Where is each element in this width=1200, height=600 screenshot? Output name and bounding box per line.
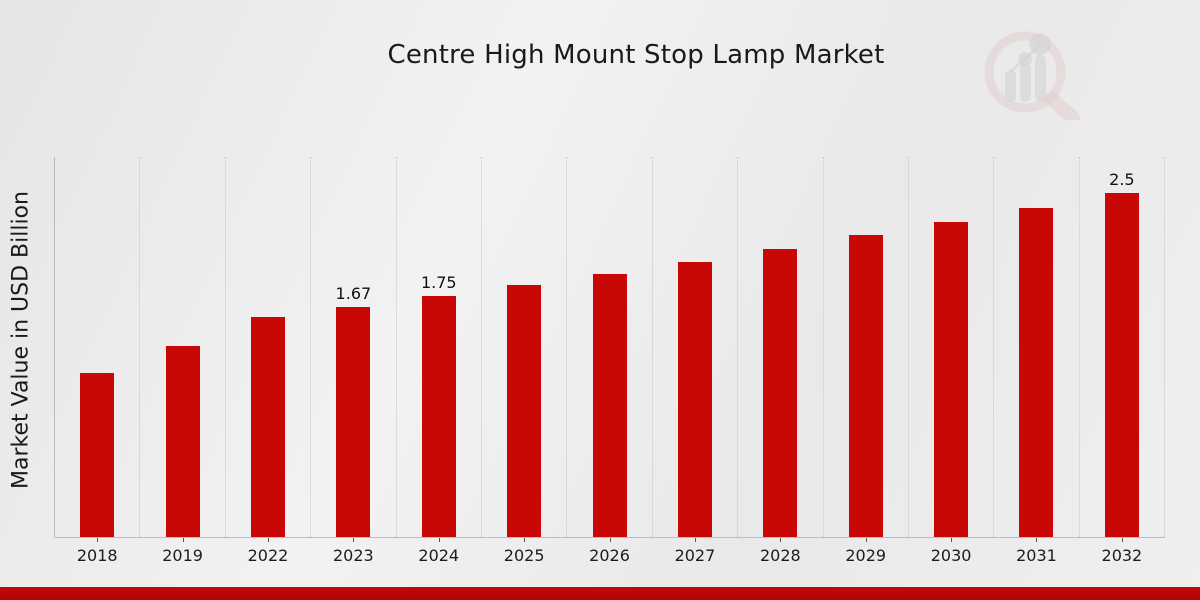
magnifier-handle bbox=[1045, 92, 1080, 120]
x-tick-mark-2026 bbox=[609, 538, 611, 542]
bar-2027 bbox=[677, 261, 712, 537]
x-tick-mark-2031 bbox=[1036, 538, 1038, 542]
x-tick-mark-2027 bbox=[694, 538, 696, 542]
x-tick-mark-2023 bbox=[353, 538, 355, 542]
bar-value-label-2024: 1.75 bbox=[420, 273, 457, 293]
bar-2024: 1.75 bbox=[421, 273, 457, 537]
bar-2022 bbox=[250, 316, 285, 537]
x-tick-label-2029: 2029 bbox=[845, 546, 887, 565]
x-tick-mark-2022 bbox=[267, 538, 269, 542]
category-cell-2018: 2018 bbox=[55, 157, 141, 565]
watermark-dot-small bbox=[1018, 52, 1032, 66]
bar-2025 bbox=[507, 285, 542, 537]
x-tick-label-2030: 2030 bbox=[930, 546, 972, 565]
bar-2030 bbox=[934, 221, 969, 537]
x-tick-mark-2032 bbox=[1121, 538, 1123, 542]
bar-2031 bbox=[1019, 207, 1054, 537]
x-tick-label-2019: 2019 bbox=[162, 546, 203, 565]
bar-2023: 1.67 bbox=[336, 284, 371, 537]
x-tick-mark-2024 bbox=[438, 538, 440, 542]
bar-value-label-2032: 2.5 bbox=[1109, 169, 1135, 189]
watermark-trend-line bbox=[1009, 42, 1042, 74]
x-tick-label-2023: 2023 bbox=[333, 546, 374, 565]
y-axis-label: Market Value in USD Billion bbox=[8, 190, 34, 490]
category-cell-2023: 1.67 2023 bbox=[311, 157, 397, 565]
watermark-bar-1 bbox=[1005, 70, 1016, 102]
x-tick-label-2018: 2018 bbox=[76, 546, 118, 565]
footer-accent-bar bbox=[0, 587, 1200, 600]
magnifier-ring bbox=[984, 31, 1066, 113]
x-tick-label-2025: 2025 bbox=[503, 546, 545, 565]
category-cell-2026: 2026 bbox=[567, 157, 653, 565]
x-tick-label-2024: 2024 bbox=[418, 546, 460, 565]
bar-2029 bbox=[848, 235, 883, 537]
bar-2018 bbox=[80, 373, 115, 537]
x-tick-label-2027: 2027 bbox=[674, 546, 716, 565]
x-tick-label-2031: 2031 bbox=[1016, 546, 1057, 565]
bar-2019 bbox=[165, 345, 200, 537]
bar-2032: 2.5 bbox=[1104, 170, 1139, 537]
category-cell-2022: 2022 bbox=[226, 157, 312, 565]
x-tick-label-2032: 2032 bbox=[1101, 546, 1143, 565]
bar-2026 bbox=[592, 274, 627, 537]
x-tick-mark-2019 bbox=[182, 538, 184, 542]
x-tick-mark-2025 bbox=[524, 538, 526, 542]
category-cell-2029: 2029 bbox=[824, 157, 909, 565]
bar-value-label-2023: 1.67 bbox=[335, 284, 372, 304]
category-cell-2031: 2031 bbox=[994, 157, 1080, 565]
category-cell-2032: 2.5 2032 bbox=[1080, 157, 1166, 565]
category-cell-2027: 2027 bbox=[653, 157, 739, 565]
x-tick-label-2022: 2022 bbox=[247, 546, 289, 565]
category-cell-2024: 1.75 2024 bbox=[397, 157, 482, 565]
magnifier-bar-chart-icon bbox=[984, 31, 1080, 120]
category-cell-2019: 2019 bbox=[140, 157, 226, 565]
watermark-bar-3 bbox=[1035, 55, 1046, 102]
x-tick-mark-2018 bbox=[97, 538, 99, 542]
category-cell-2030: 2030 bbox=[909, 157, 995, 565]
watermark-bar-2 bbox=[1020, 63, 1031, 102]
x-tick-label-2028: 2028 bbox=[759, 546, 801, 565]
bar-2028 bbox=[763, 249, 798, 537]
category-cell-2028: 2028 bbox=[738, 157, 824, 565]
category-cell-2025: 2025 bbox=[482, 157, 568, 565]
x-tick-mark-2030 bbox=[951, 538, 953, 542]
x-tick-mark-2029 bbox=[865, 538, 867, 542]
x-tick-label-2026: 2026 bbox=[589, 546, 630, 565]
x-tick-mark-2028 bbox=[780, 538, 782, 542]
watermark-dot-large bbox=[1029, 33, 1051, 55]
chart-title: Centre High Mount Stop Lamp Market bbox=[387, 40, 885, 70]
plot-area: 2018 2019 2022 1.67 2023 1.75 2024 2025 2026 2027… bbox=[54, 157, 1166, 565]
